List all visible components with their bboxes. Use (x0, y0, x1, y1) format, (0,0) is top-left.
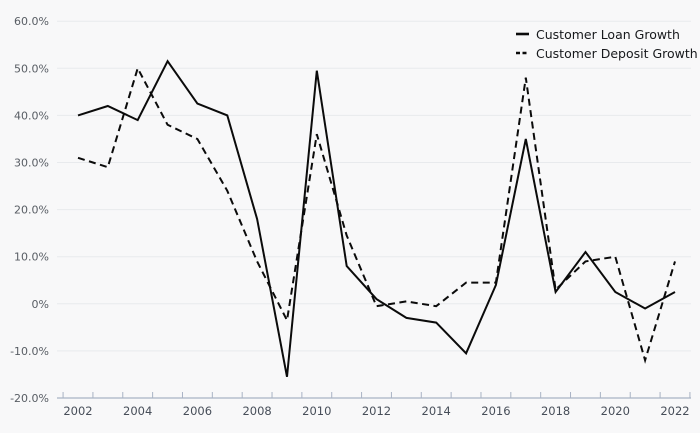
x-tick-label: 2008 (242, 404, 271, 418)
y-tick-label: 30.0% (14, 157, 49, 170)
series-line-solid (77, 59, 676, 377)
legend-item-loan-growth[interactable]: Customer Loan Growth (516, 26, 698, 42)
y-tick-label: 40.0% (14, 109, 49, 122)
legend-label-deposit-growth: Customer Deposit Growth (536, 45, 698, 61)
x-tick-label: 2014 (422, 404, 451, 418)
y-tick-label: -10.0% (10, 345, 49, 358)
x-tick-label: 2022 (660, 404, 689, 418)
y-tick-label: 50.0% (14, 62, 49, 75)
series-line-dashed (77, 65, 676, 364)
x-tick-label: 2016 (481, 404, 510, 418)
y-tick-label: 60.0% (14, 15, 49, 28)
x-tick-label: 2010 (302, 404, 331, 418)
legend-item-deposit-growth[interactable]: Customer Deposit Growth (516, 45, 698, 61)
x-tick-label: 2002 (63, 404, 92, 418)
x-tick-label: 2020 (601, 404, 630, 418)
y-tick-label: 10.0% (14, 251, 49, 264)
x-tick-label: 2006 (183, 404, 212, 418)
x-tick-label: 2018 (541, 404, 570, 418)
dashed-line-swatch (516, 51, 529, 55)
legend: Customer Loan Growth Customer Deposit Gr… (516, 26, 698, 61)
y-tick-label: -20.0% (10, 392, 49, 405)
legend-label-loan-growth: Customer Loan Growth (536, 26, 680, 42)
y-tick-label: 0% (32, 298, 49, 311)
x-tick-label: 2004 (123, 404, 152, 418)
x-tick-label: 2012 (362, 404, 391, 418)
y-tick-label: 20.0% (14, 204, 49, 217)
solid-line-swatch (516, 32, 529, 36)
